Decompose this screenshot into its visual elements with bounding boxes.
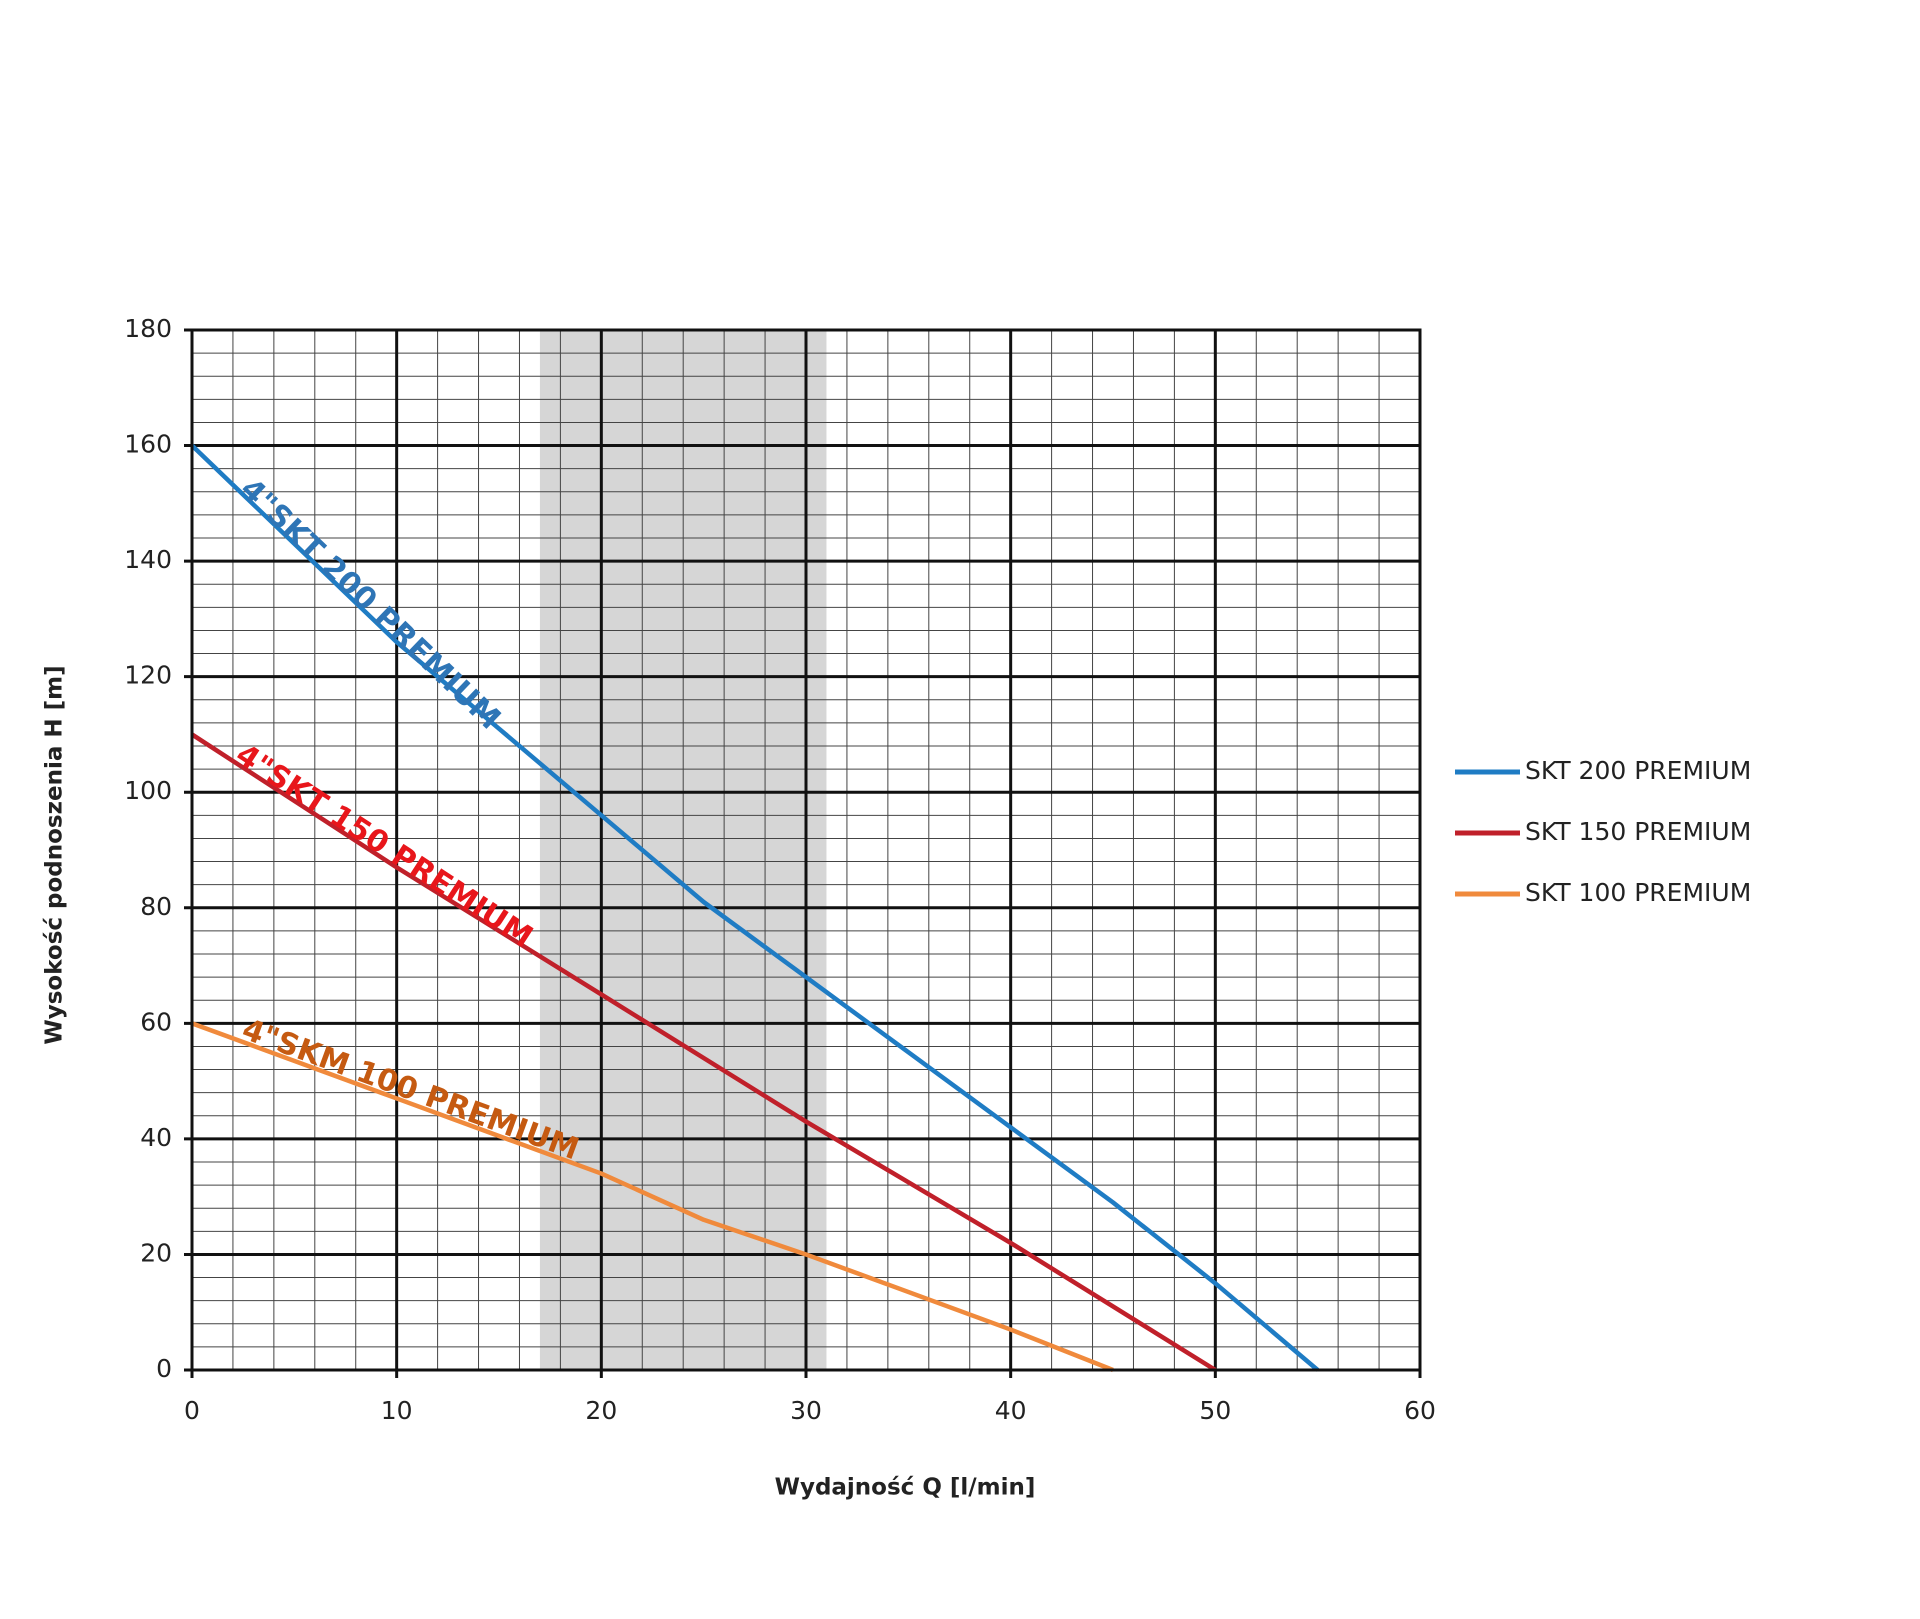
x-axis-title: Wydajność Q [l/min] — [775, 1475, 1036, 1501]
y-tick-label: 0 — [156, 1354, 172, 1383]
x-tick-label: 40 — [995, 1396, 1027, 1425]
y-tick-label: 140 — [124, 545, 172, 574]
y-tick-label: 160 — [124, 430, 172, 459]
series-line — [190, 732, 1217, 1372]
legend-label: SKT 150 PREMIUM — [1525, 817, 1751, 846]
x-tick-label: 60 — [1404, 1396, 1436, 1425]
series-line — [191, 1021, 1114, 1373]
series-line — [190, 443, 1320, 1372]
legend-label: SKT 200 PREMIUM — [1525, 756, 1751, 785]
curve-annotation: 4"SKM 100 PREMIUM — [238, 1012, 584, 1167]
y-tick-label: 100 — [124, 776, 172, 805]
y-tick-label: 80 — [140, 892, 172, 921]
x-tick-label: 30 — [790, 1396, 822, 1425]
x-tick-label: 50 — [1199, 1396, 1231, 1425]
x-tick-label: 0 — [184, 1396, 200, 1425]
x-tick-label: 10 — [381, 1396, 413, 1425]
y-tick-label: 60 — [140, 1007, 172, 1036]
y-tick-label: 20 — [140, 1238, 172, 1267]
y-tick-label: 180 — [124, 314, 172, 343]
y-tick-label: 120 — [124, 661, 172, 690]
curve-annotation: 4"SKT 150 PREMIUM — [229, 737, 538, 955]
y-axis-title: Wysokość podnoszenia H [m] — [42, 665, 68, 1044]
y-tick-label: 40 — [140, 1123, 172, 1152]
legend-label: SKT 100 PREMIUM — [1525, 878, 1751, 907]
plot-frame — [190, 328, 1422, 1372]
x-tick-label: 20 — [585, 1396, 617, 1425]
